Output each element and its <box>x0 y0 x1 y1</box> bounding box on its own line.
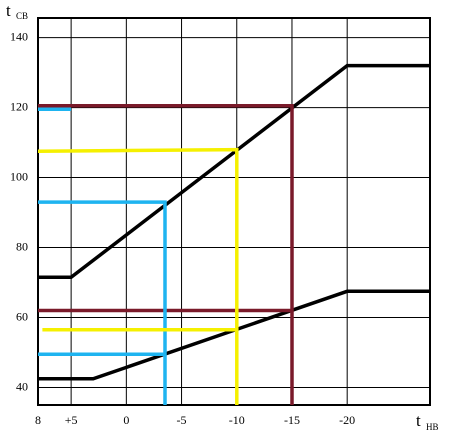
x-tick-label: -10 <box>229 413 245 427</box>
x-axis-label: t <box>416 411 421 430</box>
y-tick-label: 80 <box>16 239 28 253</box>
y-axis-label-sub: СВ <box>16 11 28 21</box>
series-line <box>37 147 239 405</box>
y-axis-label: t <box>6 1 11 20</box>
series-line <box>38 289 430 381</box>
x-tick-label: 0 <box>123 413 129 427</box>
plot-frame <box>37 17 431 406</box>
x-tick-label: -15 <box>284 413 300 427</box>
y-tick-label: 100 <box>10 169 28 183</box>
series-line <box>38 200 167 405</box>
y-tick-label: 40 <box>16 379 28 393</box>
y-tick-label: 60 <box>16 309 28 323</box>
y-tick-label: 120 <box>10 99 28 113</box>
x-axis-label-sub: НВ <box>426 422 439 432</box>
x-tick-label: +5 <box>65 413 78 427</box>
x-tick-label: -20 <box>339 413 355 427</box>
y-tick-label: 140 <box>10 29 28 43</box>
x-tick-label: -5 <box>177 413 187 427</box>
x-tick-label: 8 <box>35 413 41 427</box>
series-line <box>38 63 430 280</box>
